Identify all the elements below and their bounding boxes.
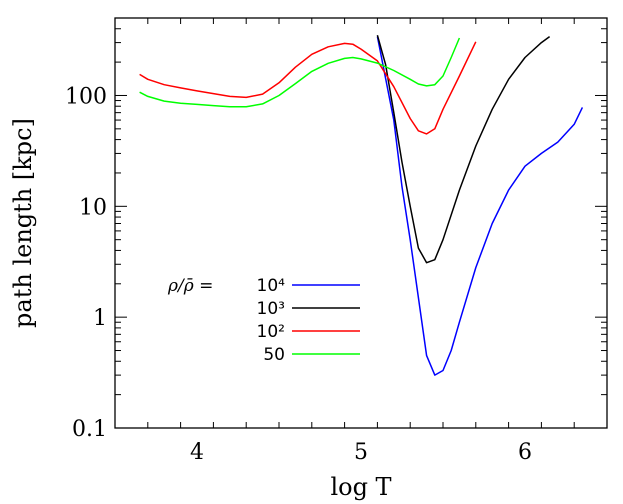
legend-lead-label: ρ/ρ̄ = [167,276,213,296]
legend-label: 10⁴ [257,276,286,296]
y-tick-label: 10 [79,195,107,220]
legend: ρ/ρ̄ = 10⁴ 10³ 10² 50 [167,276,360,365]
axis-ticks [114,17,608,429]
y-tick-label: 1 [93,306,107,331]
x-tick-label: 5 [354,440,368,465]
plot-frame [114,17,608,429]
legend-label: 10³ [257,299,285,319]
series-line-10³ [376,34,551,264]
x-tick-label: 6 [518,440,532,465]
legend-label: 50 [263,345,285,365]
series-line-10² [139,41,477,135]
series-lines [139,34,584,376]
y-tick-label: 100 [65,84,107,109]
y-tick-label: 0.1 [72,417,107,442]
x-axis-title: log T [330,473,391,501]
series-line-10⁴ [376,36,584,376]
axis-tick-labels: 4 5 6 0.1 1 10 100 [65,84,532,465]
legend-label: 10² [257,322,285,342]
y-axis-title: path length [kpc] [9,118,37,328]
series-line-50 [139,37,461,108]
x-tick-label: 4 [190,440,204,465]
